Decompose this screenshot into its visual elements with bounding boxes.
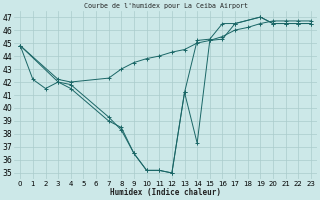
Title: Courbe de l'humidex pour La Ceiba Airport: Courbe de l'humidex pour La Ceiba Airpor…: [84, 3, 248, 9]
X-axis label: Humidex (Indice chaleur): Humidex (Indice chaleur): [110, 188, 221, 197]
